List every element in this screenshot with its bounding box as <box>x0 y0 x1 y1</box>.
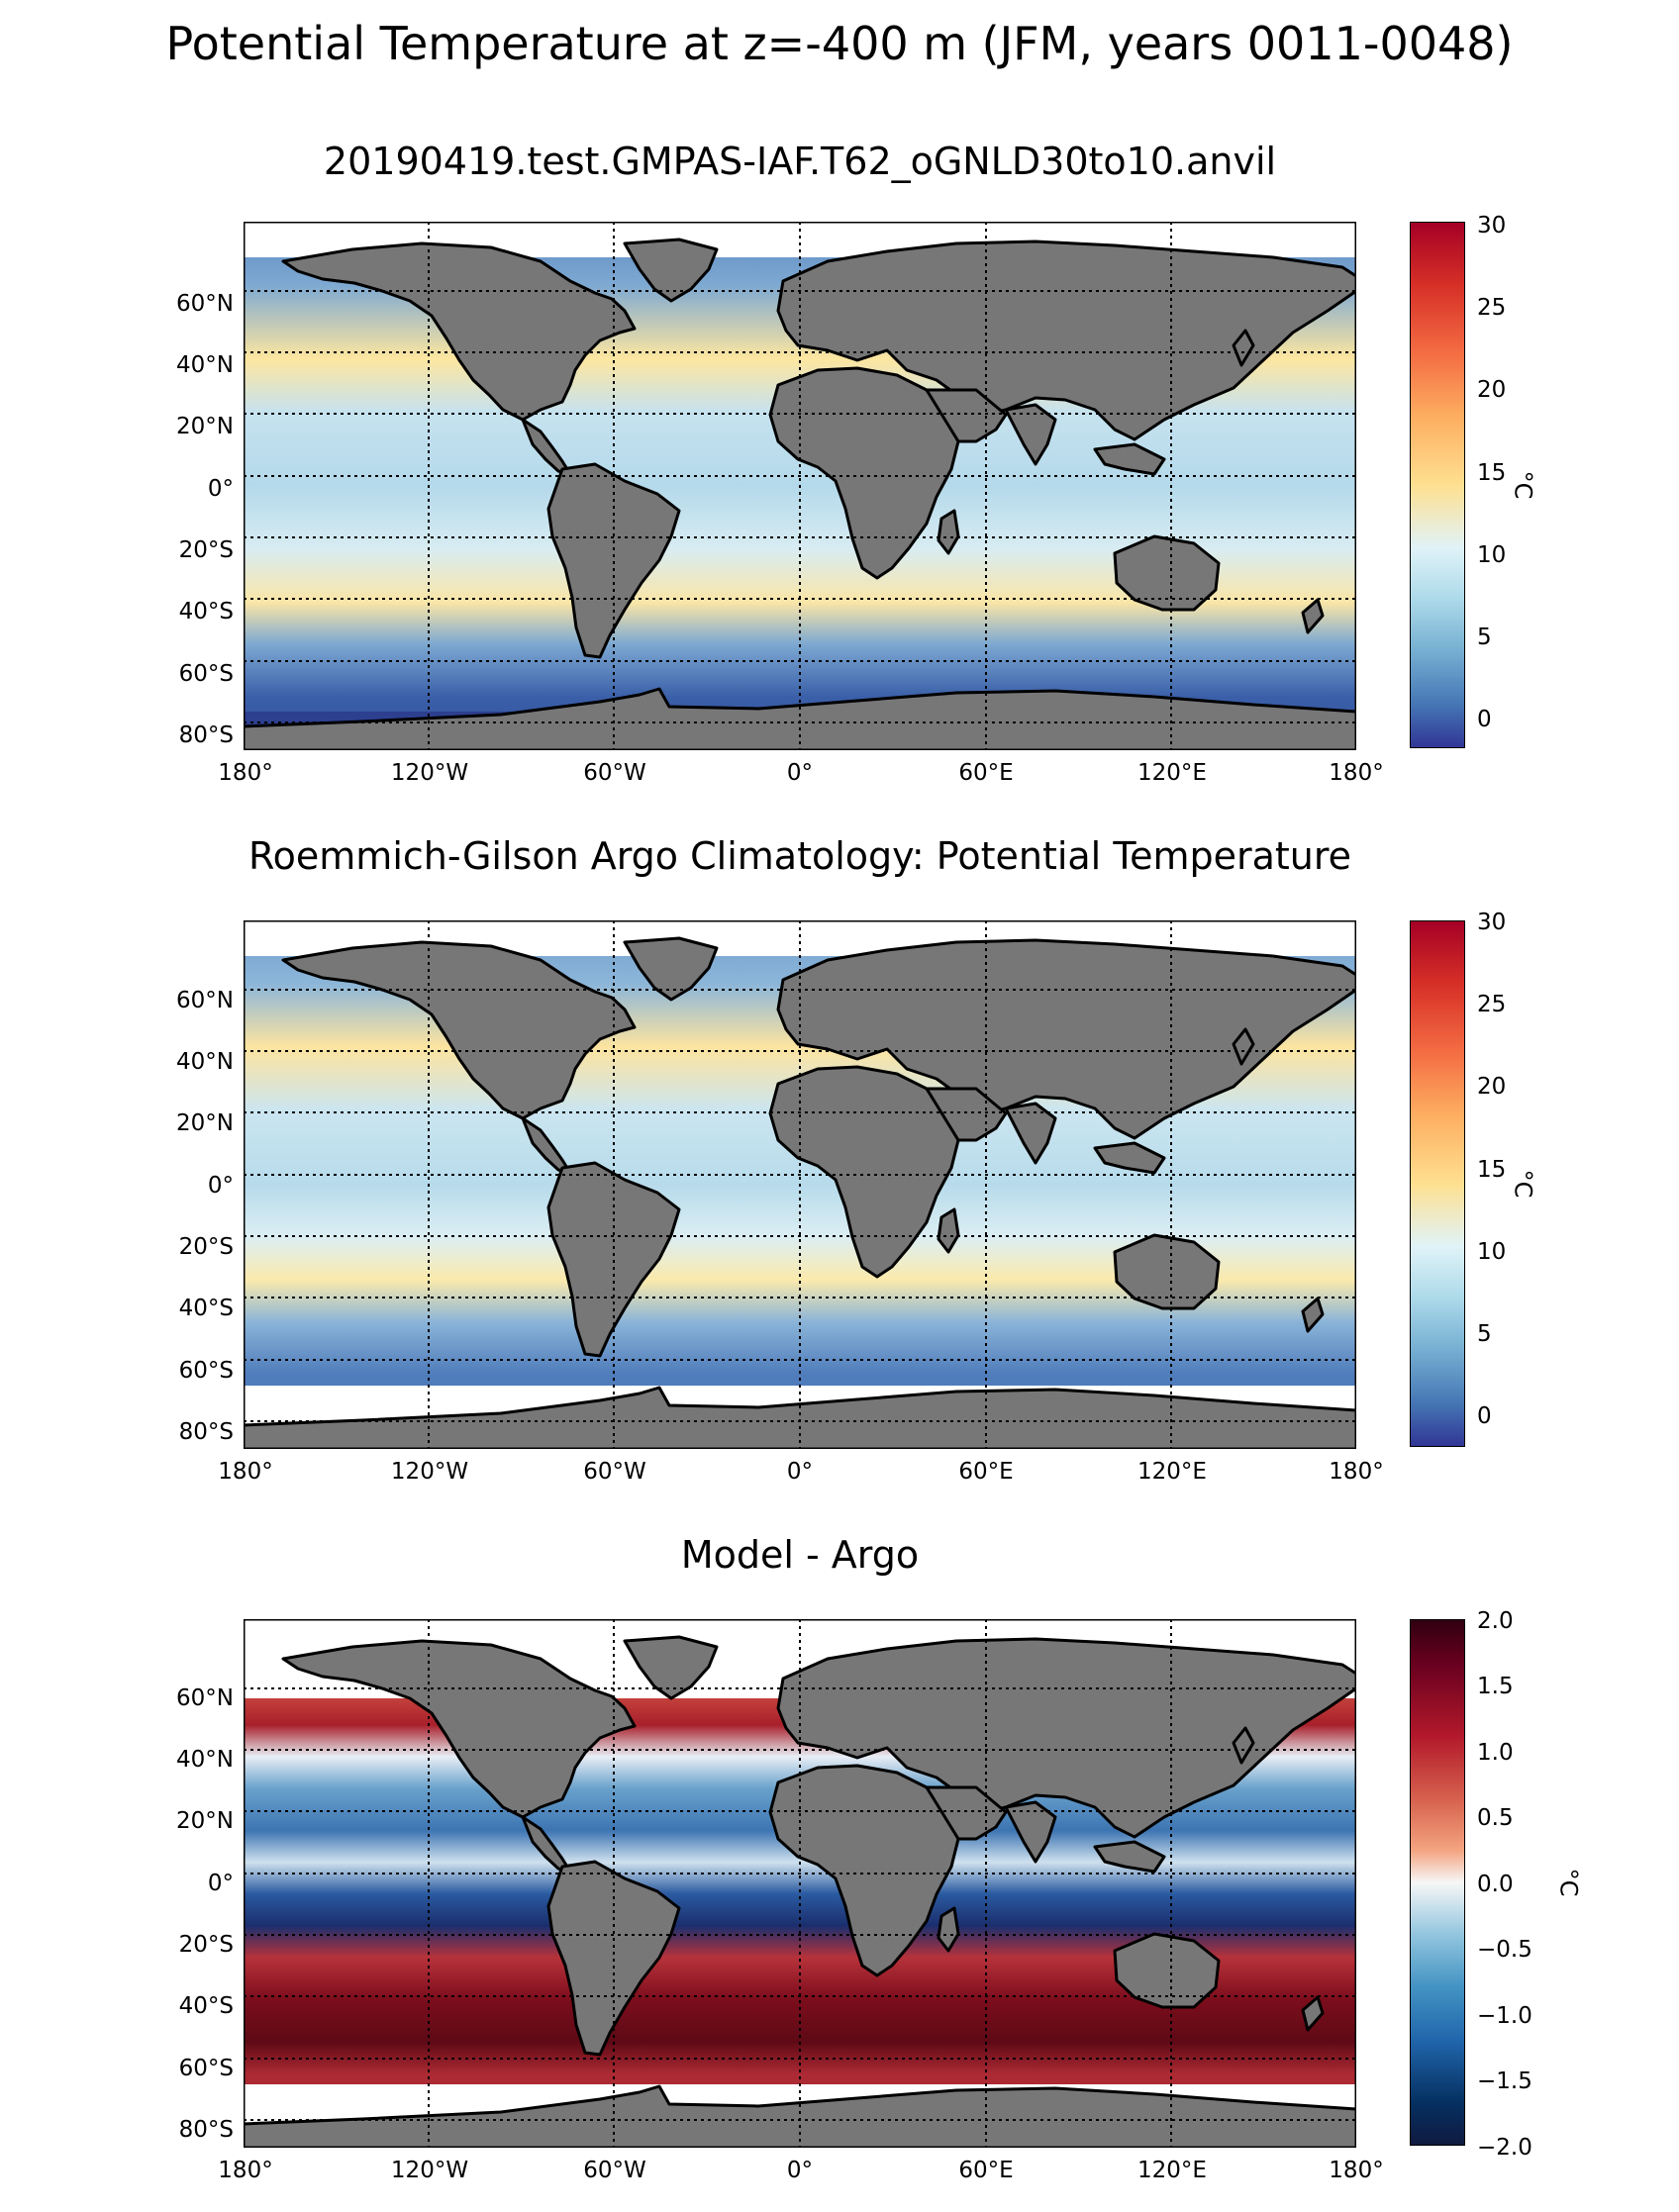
panel-2-map-canvas <box>242 919 1358 1451</box>
panel-3-map-canvas <box>242 1618 1358 2150</box>
lat-label: 20°S <box>178 1932 234 1958</box>
panel-1-title: 20190419.test.GMPAS-IAF.T62_oGNLD30to10.… <box>323 140 1277 183</box>
lat-label: 40°S <box>178 1296 234 1321</box>
colorbar-tick: 25 <box>1477 992 1507 1017</box>
lon-label: 180° <box>218 1459 273 1485</box>
colorbar-tick: 2.0 <box>1477 1608 1514 1634</box>
lon-label: 120°W <box>390 2158 469 2183</box>
colorbar-tick: 20 <box>1477 377 1507 403</box>
lon-label: 60°E <box>958 2158 1014 2183</box>
panel-3-colorbar <box>1410 1619 1465 2148</box>
panel-1-map-canvas <box>242 221 1358 752</box>
lon-label: 0° <box>786 1459 814 1485</box>
colorbar-gradient <box>1410 920 1465 1447</box>
colorbar-tick: 0 <box>1477 707 1492 732</box>
colorbar-tick: −2.0 <box>1477 2135 1532 2161</box>
lon-label: 60°W <box>583 760 646 786</box>
lon-label: 180° <box>1329 2158 1384 2183</box>
lat-label: 60°N <box>176 988 234 1013</box>
panel-2-map <box>242 919 1358 1451</box>
lat-label: 0° <box>207 1173 234 1199</box>
panel-2-colorbar <box>1410 920 1465 1449</box>
lat-label: 60°S <box>178 661 234 687</box>
lat-label: 40°S <box>178 599 234 625</box>
lat-label: 60°S <box>178 1358 234 1384</box>
lat-label: 80°S <box>178 2117 234 2143</box>
colorbar-tick: 15 <box>1477 1157 1507 1183</box>
lon-label: 60°E <box>958 760 1014 786</box>
lon-label: 120°E <box>1137 760 1207 786</box>
colorbar-tick: 1.0 <box>1477 1740 1514 1766</box>
lon-label: 180° <box>1329 760 1384 786</box>
colorbar-tick: 0 <box>1477 1403 1492 1429</box>
lat-label: 0° <box>207 1871 234 1896</box>
panel-1-map <box>242 221 1358 752</box>
lat-label: 40°S <box>178 1993 234 2019</box>
lon-label: 120°E <box>1137 1459 1207 1485</box>
colorbar-tick: 5 <box>1477 1321 1492 1347</box>
lat-label: 60°S <box>178 2056 234 2081</box>
lon-label: 120°E <box>1137 2158 1207 2183</box>
colorbar-tick: 5 <box>1477 625 1492 650</box>
lon-label: 120°W <box>390 760 469 786</box>
lat-label: 80°S <box>178 1419 234 1445</box>
colorbar-tick: 30 <box>1477 213 1507 239</box>
colorbar-tick: 30 <box>1477 910 1507 935</box>
colorbar-unit-label: °C <box>1509 1169 1537 1199</box>
colorbar-tick: 15 <box>1477 460 1507 486</box>
lon-label: 180° <box>218 2158 273 2183</box>
colorbar-tick: 1.5 <box>1477 1674 1514 1699</box>
colorbar-gradient <box>1410 1619 1465 2146</box>
panel-3-map <box>242 1618 1358 2150</box>
lon-label: 60°W <box>583 1459 646 1485</box>
panel-3-title: Model - Argo <box>680 1533 920 1577</box>
colorbar-unit-label: °C <box>1509 470 1537 500</box>
lat-label: 20°S <box>178 537 234 563</box>
colorbar-unit-label: °C <box>1554 1868 1583 1897</box>
lat-label: 80°S <box>178 722 234 748</box>
lon-label: 180° <box>1329 1459 1384 1485</box>
colorbar-tick: 0.5 <box>1477 1805 1514 1831</box>
lon-label: 0° <box>786 760 814 786</box>
lon-label: 120°W <box>390 1459 469 1485</box>
colorbar-tick: −0.5 <box>1477 1937 1532 1963</box>
colorbar-tick: 0.0 <box>1477 1872 1514 1897</box>
lat-label: 40°N <box>176 1049 234 1075</box>
colorbar-tick: −1.0 <box>1477 2003 1532 2029</box>
lon-label: 180° <box>218 760 273 786</box>
colorbar-tick: 10 <box>1477 542 1507 568</box>
panel-2-title: Roemmich-Gilson Argo Climatology: Potent… <box>247 834 1352 878</box>
lon-label: 60°W <box>583 2158 646 2183</box>
colorbar-tick: 10 <box>1477 1239 1507 1265</box>
lat-label: 20°N <box>176 1110 234 1136</box>
lat-label: 60°N <box>176 1685 234 1711</box>
colorbar-gradient <box>1410 222 1465 748</box>
lon-label: 60°E <box>958 1459 1014 1485</box>
lon-label: 0° <box>786 2158 814 2183</box>
lat-label: 20°N <box>176 414 234 439</box>
lat-label: 20°S <box>178 1234 234 1260</box>
lat-label: 60°N <box>176 291 234 317</box>
colorbar-tick: 20 <box>1477 1074 1507 1100</box>
panel-1-colorbar <box>1410 222 1465 750</box>
lat-label: 0° <box>207 476 234 502</box>
lat-label: 40°N <box>176 1747 234 1773</box>
lat-label: 40°N <box>176 352 234 378</box>
figure-title: Potential Temperature at z=-400 m (JFM, … <box>165 17 1514 70</box>
colorbar-tick: −1.5 <box>1477 2068 1532 2094</box>
lat-label: 20°N <box>176 1808 234 1834</box>
colorbar-tick: 25 <box>1477 295 1507 321</box>
